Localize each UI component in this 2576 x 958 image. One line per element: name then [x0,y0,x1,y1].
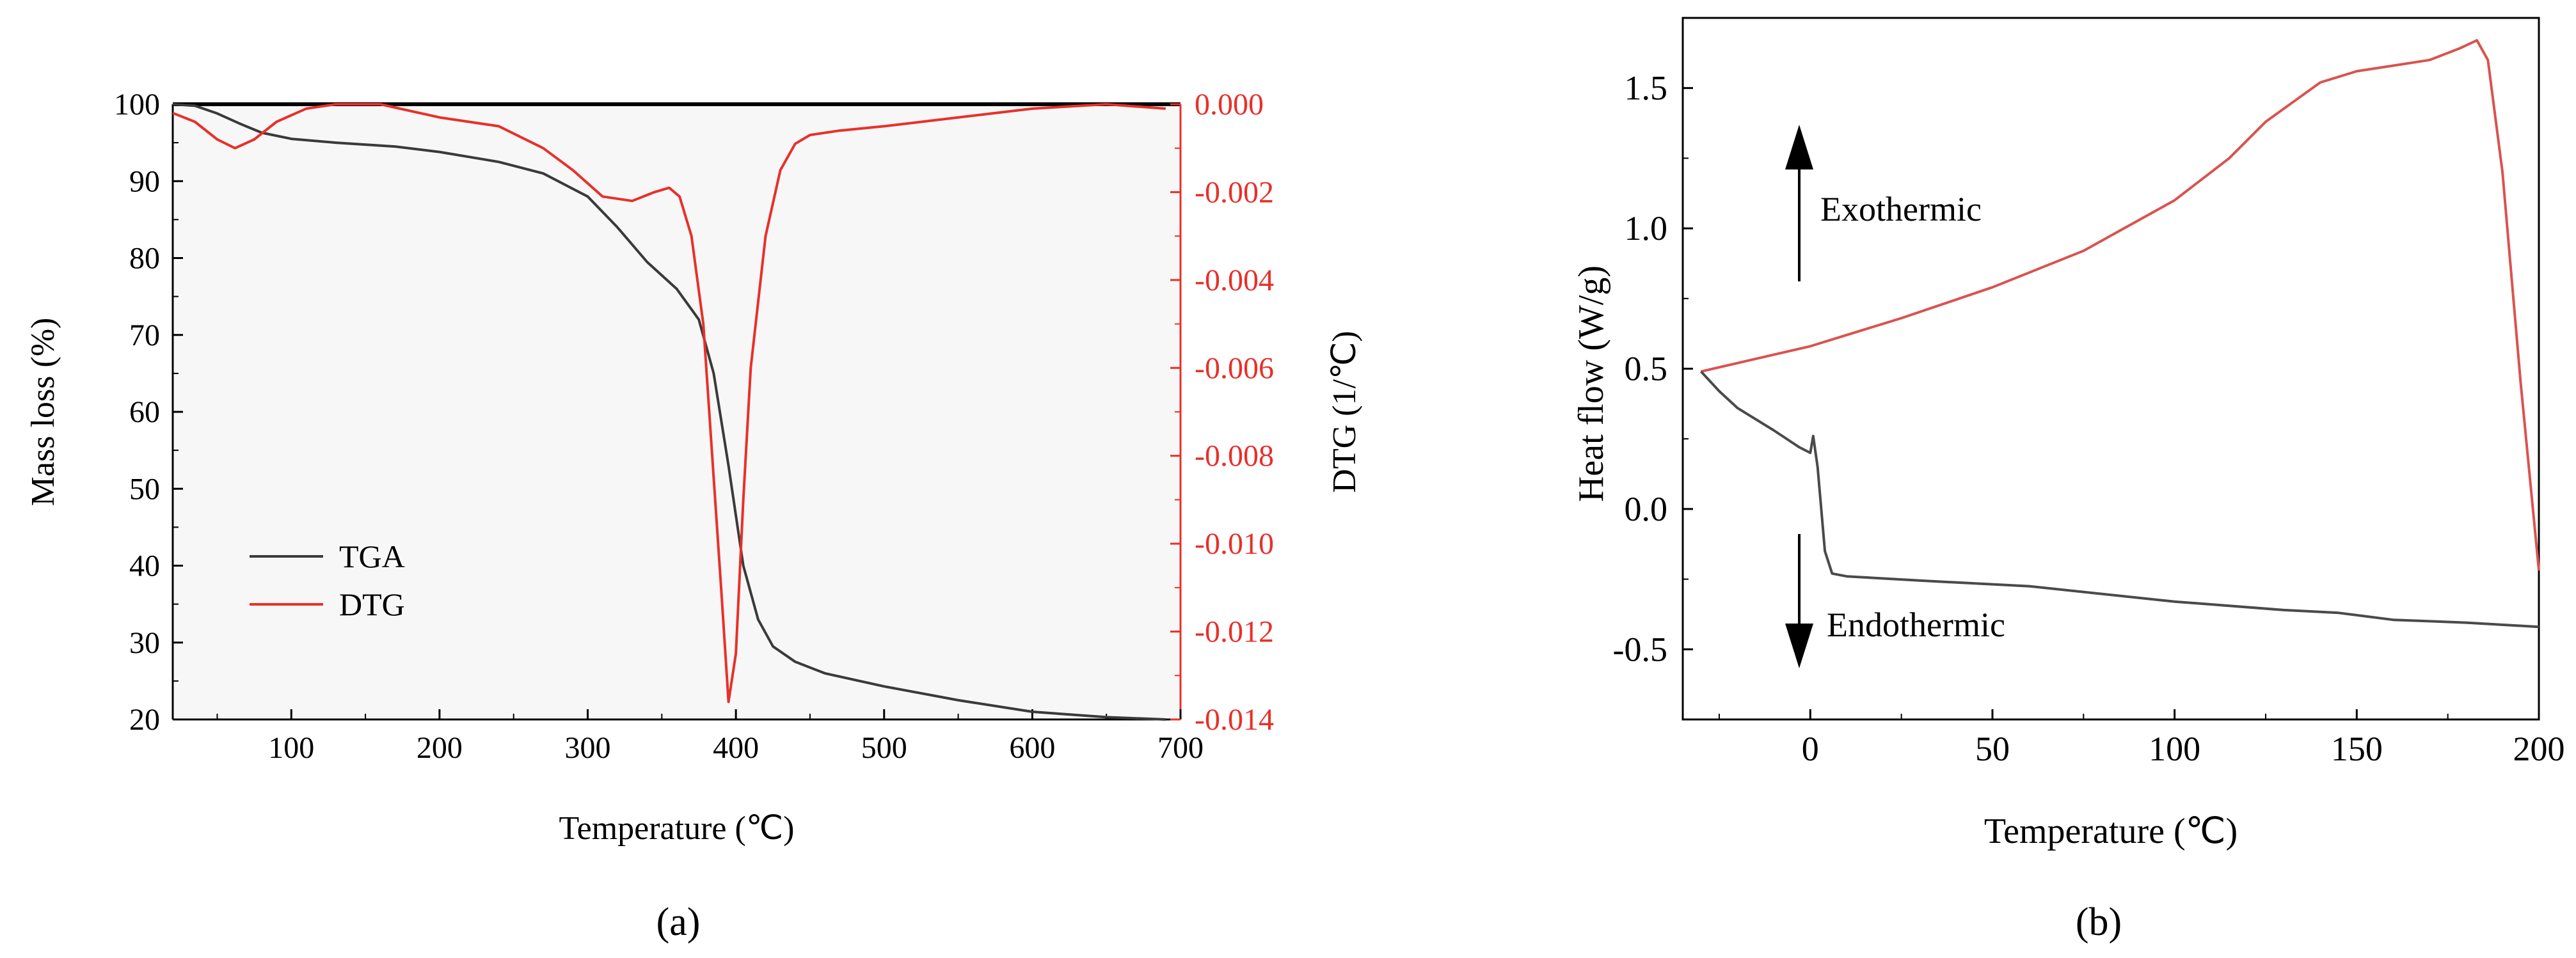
chart-a-plot-background [173,104,1181,719]
y-tick-label: 1.5 [1625,69,1668,107]
y-tick-label: 0.5 [1625,350,1668,388]
x-tick-label: 150 [2331,730,2383,768]
x-tick-label: 700 [1157,731,1204,765]
x-tick-label: 200 [417,731,463,765]
x-tick-label: 50 [1975,730,2010,768]
chart-b-frame [1682,17,2540,721]
x-tick-label: 200 [2513,730,2565,768]
y2-tick-label: -0.012 [1195,615,1274,649]
y-tick-label: 60 [129,395,160,429]
chart-b-y-axis-label: Heat flow (W/g) [1571,265,1611,502]
arrow-head [1785,125,1813,169]
chart-a-x-axis-label: Temperature (℃) [559,810,794,847]
chart-a-x-ticks: 100 200 300 400 500 600 700 [216,709,1204,765]
y-tick-label: 30 [129,626,160,660]
y2-tick-label: -0.010 [1195,527,1274,561]
y2-tick-label: -0.014 [1195,703,1274,737]
series-upper-line [1701,39,2540,571]
chart-a-y-ticks: 20 30 40 50 60 70 80 90 100 [114,88,183,737]
y-tick-label: 40 [129,549,160,583]
y-tick-label: 100 [114,88,160,122]
chart-a-y2-axis-label: DTG (1/℃) [1326,331,1363,492]
y-tick-label: 80 [129,242,160,276]
y-tick-label: 70 [129,318,160,352]
chart-a-y-axis-label: Mass loss (%) [25,318,61,506]
chart-b-x-axis-label: Temperature (℃) [1984,812,2238,851]
chart-b-y-ticks: -0.5 0.0 0.5 1.0 1.5 [1613,69,1693,668]
series-tga-line [172,103,1166,721]
x-tick-label: 400 [713,731,759,765]
y-tick-label: 20 [129,703,160,737]
y-tick-label: 1.0 [1625,209,1668,247]
panel-label-a: (a) [656,900,701,944]
chart-a-series [172,103,1166,721]
chart-b-x-ticks: 0 50 100 150 200 [1718,709,2565,768]
arrow-head [1785,624,1813,668]
x-tick-label: 500 [861,731,907,765]
y2-tick-label: 0.000 [1195,88,1264,122]
series-lower-line [1700,370,2540,629]
annotation-exothermic: Exothermic [1820,190,1982,228]
y-tick-label: 50 [129,472,160,506]
chart-b: 0 50 100 150 200 -0.5 0.0 0.5 1.0 1.5 Exothermic… [1571,17,2565,944]
legend-tga-label: TGA [339,538,405,574]
y-tick-label: -0.5 [1613,630,1667,668]
legend-dtg-label: DTG [339,586,405,622]
x-tick-label: 300 [565,731,611,765]
chart-a: 100 200 300 400 500 600 700 20 30 40 50 60 70 80 90 10… [25,88,1363,944]
y-tick-label: 0.0 [1625,490,1668,528]
exothermic-arrow-icon [1785,125,1813,281]
x-tick-label: 100 [268,731,314,765]
y2-tick-label: -0.006 [1195,351,1274,385]
x-tick-label: 600 [1009,731,1055,765]
chart-a-legend: TGA DTG [250,538,405,622]
x-tick-label: 0 [1802,730,1819,768]
y2-tick-label: -0.002 [1195,175,1274,209]
y-tick-label: 90 [129,164,160,198]
endothermic-arrow-icon [1785,534,1813,668]
series-dtg-line [172,103,1166,703]
panel-label-b: (b) [2076,900,2122,944]
x-tick-label: 100 [2149,730,2200,768]
y2-tick-label: -0.008 [1195,439,1274,473]
chart-a-y2-ticks: 0.000 -0.002 -0.004 -0.006 -0.008 -0.010 -0.01… [1170,88,1274,737]
chart-b-series [1700,39,2540,629]
y2-tick-label: -0.004 [1195,263,1274,297]
annotation-endothermic: Endothermic [1827,606,2005,644]
